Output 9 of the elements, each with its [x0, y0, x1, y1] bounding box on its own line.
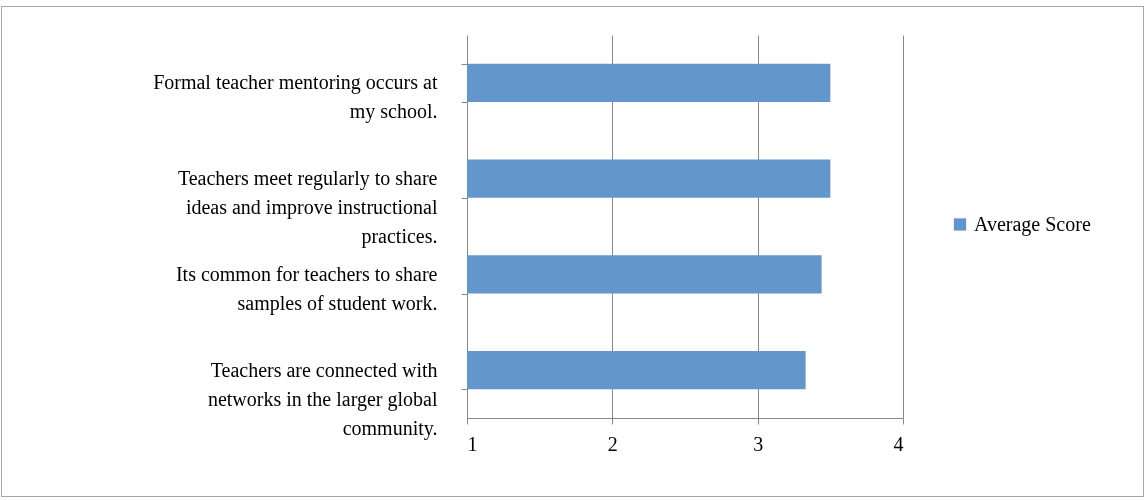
y-tick-label: Its common for teachers to share samples of student work. — [175, 262, 438, 315]
x-tick-label: 2 — [607, 432, 618, 455]
x-tick-label: 4 — [893, 432, 904, 455]
x-tick-label: 3 — [753, 432, 764, 455]
y-tick-label: Formal teacher mentoring occurs at my school. — [153, 71, 438, 124]
legend-label: Average Score — [974, 212, 1091, 236]
y-tick-label: Teachers meet regularly to share ideas and improve instructional practices. — [177, 167, 438, 249]
x-tick-label: 1 — [467, 432, 478, 455]
y-tick-label: Teachers are connected with networks in the larger global community. — [207, 358, 438, 440]
